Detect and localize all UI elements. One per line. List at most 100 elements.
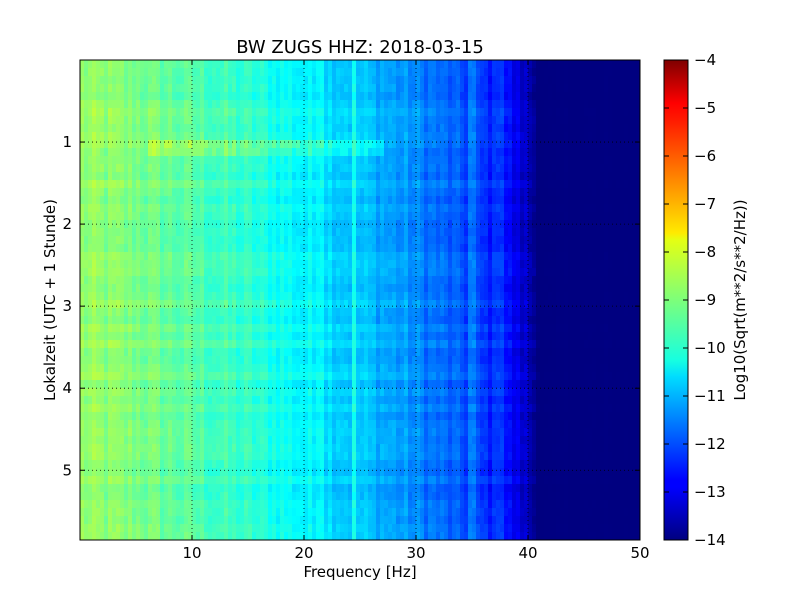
heatmap-cell	[480, 164, 485, 173]
heatmap-cell	[296, 212, 301, 221]
heatmap-cell	[348, 156, 353, 165]
heatmap-cell	[388, 164, 393, 173]
heatmap-cell	[168, 292, 173, 301]
heatmap-cell	[252, 180, 257, 189]
heatmap-cell	[324, 236, 329, 245]
heatmap-cell	[180, 180, 185, 189]
heatmap-cell	[520, 140, 525, 149]
heatmap-cell	[412, 196, 417, 205]
heatmap-cell	[248, 92, 253, 101]
heatmap-cell	[240, 228, 245, 237]
heatmap-cell	[140, 252, 145, 261]
heatmap-cell	[556, 156, 561, 165]
heatmap-cell	[464, 140, 469, 149]
heatmap-cell	[92, 124, 97, 133]
heatmap-cell	[468, 188, 473, 197]
heatmap-cell	[240, 292, 245, 301]
heatmap-cell	[436, 132, 441, 141]
heatmap-cell	[104, 180, 109, 189]
heatmap-cell	[368, 260, 373, 269]
heatmap-cell	[108, 148, 113, 157]
heatmap-cell	[224, 68, 229, 77]
heatmap-cell	[448, 228, 453, 237]
heatmap-cell	[152, 84, 157, 93]
heatmap-cell	[216, 124, 221, 133]
heatmap-cell	[608, 236, 613, 245]
heatmap-cell	[328, 196, 333, 205]
heatmap-cell	[372, 260, 377, 269]
heatmap-cell	[456, 188, 461, 197]
heatmap-cell	[560, 220, 565, 229]
heatmap-cell	[388, 124, 393, 133]
heatmap-cell	[296, 60, 301, 69]
heatmap-cell	[408, 116, 413, 125]
heatmap-cell	[536, 156, 541, 165]
heatmap-cell	[440, 108, 445, 117]
heatmap-cell	[340, 124, 345, 133]
heatmap-cell	[540, 276, 545, 285]
heatmap-cell	[100, 212, 105, 221]
heatmap-cell	[432, 268, 437, 277]
heatmap-cell	[372, 116, 377, 125]
heatmap-cell	[632, 292, 637, 301]
heatmap-cell	[312, 308, 317, 317]
heatmap-cell	[104, 132, 109, 141]
heatmap-cell	[556, 100, 561, 109]
heatmap-cell	[468, 260, 473, 269]
heatmap-cell	[320, 244, 325, 253]
heatmap-cell	[252, 284, 257, 293]
heatmap-cell	[252, 196, 257, 205]
heatmap-cell	[220, 340, 225, 349]
heatmap-cell	[256, 316, 261, 325]
heatmap-cell	[524, 268, 529, 277]
heatmap-cell	[448, 84, 453, 93]
heatmap-cell	[212, 300, 217, 309]
heatmap-cell	[360, 308, 365, 317]
heatmap-cell	[208, 220, 213, 229]
heatmap-cell	[124, 236, 129, 245]
heatmap-cell	[112, 148, 117, 157]
heatmap-cell	[420, 76, 425, 85]
heatmap-cell	[580, 220, 585, 229]
heatmap-cell	[600, 332, 605, 341]
heatmap-cell	[444, 148, 449, 157]
heatmap-cell	[408, 316, 413, 325]
heatmap-cell	[616, 156, 621, 165]
heatmap-cell	[420, 292, 425, 301]
heatmap-cell	[304, 236, 309, 245]
heatmap-cell	[304, 220, 309, 229]
heatmap-cell	[476, 180, 481, 189]
heatmap-cell	[440, 140, 445, 149]
heatmap-cell	[372, 100, 377, 109]
heatmap-cell	[288, 260, 293, 269]
heatmap-cell	[216, 188, 221, 197]
heatmap-cell	[256, 204, 261, 213]
heatmap-cell	[196, 300, 201, 309]
heatmap-cell	[548, 276, 553, 285]
heatmap-cell	[436, 276, 441, 285]
heatmap-cell	[592, 284, 597, 293]
heatmap-cell	[288, 132, 293, 141]
heatmap-cell	[304, 124, 309, 133]
heatmap-cell	[152, 156, 157, 165]
heatmap-cell	[328, 276, 333, 285]
heatmap-cell	[248, 156, 253, 165]
heatmap-cell	[448, 300, 453, 309]
heatmap-cell	[256, 340, 261, 349]
heatmap-cell	[460, 260, 465, 269]
heatmap-cell	[336, 68, 341, 77]
heatmap-cell	[136, 172, 141, 181]
heatmap-cell	[420, 196, 425, 205]
heatmap-cell	[516, 220, 521, 229]
heatmap-cell	[308, 84, 313, 93]
heatmap-cell	[352, 292, 357, 301]
heatmap-cell	[400, 108, 405, 117]
heatmap-cell	[436, 284, 441, 293]
heatmap-cell	[200, 164, 205, 173]
heatmap-cell	[196, 308, 201, 317]
heatmap-cell	[488, 332, 493, 341]
heatmap-cell	[164, 148, 169, 157]
heatmap-cell	[216, 108, 221, 117]
heatmap-cell	[548, 268, 553, 277]
heatmap-cell	[536, 148, 541, 157]
